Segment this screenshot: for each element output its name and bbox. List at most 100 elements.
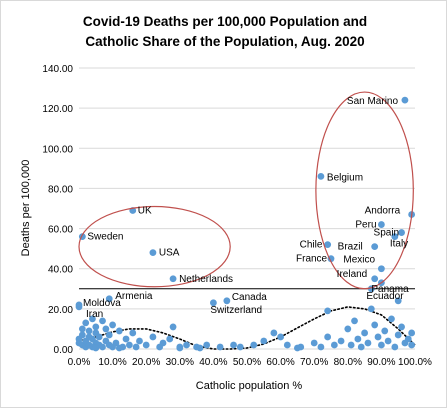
data-point (408, 329, 416, 337)
data-point (159, 339, 167, 347)
x-tick-label: 40.0% (199, 357, 227, 368)
data-point (283, 341, 291, 349)
chart-title-line-2: Catholic Share of the Population, Aug. 2… (85, 34, 364, 49)
data-point-italy (391, 233, 399, 241)
x-tick-label: 30.0% (166, 357, 194, 368)
data-point (294, 344, 301, 352)
point-label-usa: USA (159, 248, 180, 259)
data-point (129, 329, 137, 337)
data-point (384, 337, 392, 345)
data-point (136, 337, 143, 345)
data-point (404, 335, 412, 343)
data-point-spain (398, 229, 405, 236)
data-point (394, 297, 402, 305)
point-label-moldova: Moldova (83, 298, 121, 309)
x-tick-label: 80.0% (334, 357, 362, 368)
data-point (374, 333, 382, 341)
point-label-ecuador: Ecuador (366, 291, 404, 302)
data-point (378, 341, 385, 349)
point-label-ireland: Ireland (337, 269, 368, 280)
point-label-switzerland: Switzerland (210, 305, 262, 316)
y-tick-label: 140.00 (42, 64, 73, 75)
data-point (203, 341, 211, 349)
data-point (236, 343, 244, 351)
x-tick-label: 90.0% (367, 357, 395, 368)
point-label-peru: Peru (355, 220, 376, 231)
point-label-canada: Canada (232, 292, 267, 303)
data-point (105, 331, 113, 339)
y-tick-label: 20.00 (48, 305, 73, 316)
point-label-sweden: Sweden (87, 232, 123, 243)
point-label-spain: Spain (374, 228, 400, 239)
data-point (381, 327, 389, 335)
point-label-italy: Italy (390, 239, 408, 250)
data-point (142, 341, 150, 349)
data-point-netherlands (169, 275, 177, 283)
point-label-panama: Panama (371, 284, 409, 295)
data-point (354, 335, 362, 343)
data-point (99, 343, 106, 351)
highlight-ellipse-1 (78, 205, 231, 288)
data-point-belgium (317, 172, 325, 180)
point-label-iran: Iran (86, 309, 103, 320)
y-tick-label: 40.00 (48, 265, 73, 276)
y-axis-label: Deaths per 100,000 (20, 160, 32, 257)
x-tick-label: 0.0% (68, 357, 91, 368)
data-point-mexico (378, 265, 385, 273)
data-point-iran (75, 303, 83, 311)
y-tick-labels: 0.00 20.00 40.00 60.00 80.00 100.00 120.00 140.… (42, 64, 73, 356)
x-tick-label: 20.0% (132, 357, 160, 368)
data-point (408, 341, 416, 349)
data-point (78, 325, 86, 333)
point-label-belgium: Belgium (327, 172, 363, 183)
data-point (115, 344, 123, 352)
data-point-brazil (371, 243, 379, 251)
data-point (394, 331, 402, 339)
data-point (132, 343, 140, 351)
data-point (367, 305, 375, 313)
data-point-peru (378, 221, 385, 228)
data-point (183, 341, 190, 349)
data-point (122, 335, 130, 343)
data-point (230, 341, 237, 349)
x-tick-label: 100.0% (398, 357, 432, 368)
data-point (250, 341, 258, 349)
data-point (388, 315, 395, 323)
data-point (109, 321, 116, 329)
point-label-mexico: Mexico (343, 255, 375, 266)
data-point (310, 339, 318, 347)
highlight-ellipses (78, 91, 414, 290)
data-point (169, 323, 177, 331)
data-point (351, 317, 358, 325)
data-point (89, 315, 96, 323)
point-label-netherlands: Netherlands (179, 274, 233, 285)
x-tick-label: 10.0% (98, 357, 126, 368)
data-point (166, 335, 174, 343)
gridlines (79, 67, 415, 350)
data-point (92, 323, 100, 331)
data-point (216, 343, 224, 351)
y-tick-label: 80.00 (48, 184, 73, 195)
point-label-andorra: Andorra (365, 206, 401, 217)
data-point (95, 333, 103, 341)
point-label-france: France (296, 254, 328, 265)
data-point (277, 333, 284, 341)
x-tick-label: 60.0% (266, 357, 294, 368)
data-point (125, 341, 133, 349)
data-point (92, 344, 100, 352)
data-point (357, 343, 365, 351)
data-point-armenia (105, 295, 113, 303)
point-label-brazil: Brazil (338, 242, 363, 253)
point-label-uk: UK (138, 206, 152, 217)
data-point (364, 339, 372, 347)
trend-curve (78, 306, 416, 350)
data-point (112, 339, 120, 347)
y-tick-label: 120.00 (42, 104, 73, 115)
data-point-san-marino (401, 96, 409, 104)
data-point (102, 325, 110, 333)
y-tick-label: 60.00 (48, 225, 73, 236)
data-point (371, 321, 379, 329)
